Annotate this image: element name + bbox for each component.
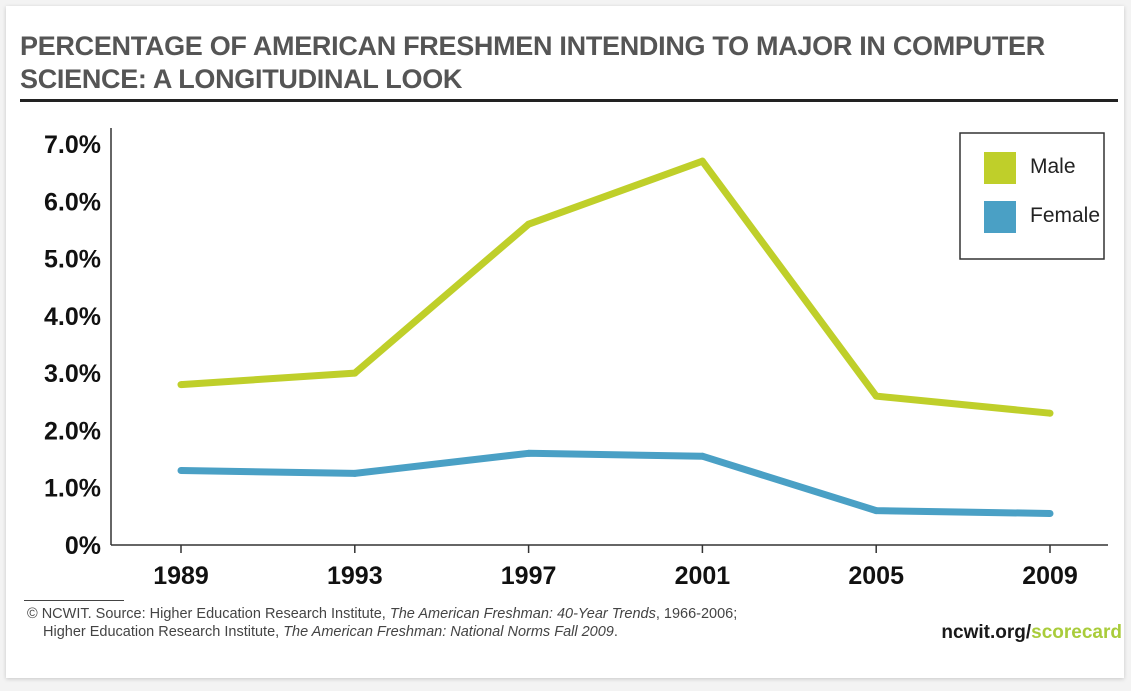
legend-swatch-male <box>984 152 1016 184</box>
line-chart: 0%1.0%2.0%3.0%4.0%5.0%6.0%7.0% 1989 1993 1… <box>44 128 1108 590</box>
source-line2-prefix: Higher Education Research Institute, <box>43 624 284 640</box>
data-point-male <box>1046 409 1054 417</box>
brand-main: ncwit.org/ <box>941 622 1032 643</box>
data-point-female <box>351 469 359 477</box>
x-tick-label: 1993 <box>327 562 383 590</box>
data-point-female <box>872 507 880 515</box>
source-line-2: Higher Education Research Institute, The… <box>27 623 737 641</box>
x-tick-label: 1989 <box>153 562 209 590</box>
title-divider <box>20 99 1118 102</box>
data-point-male <box>525 220 533 228</box>
legend-label-female: Female <box>1030 204 1100 227</box>
data-point-female <box>698 452 706 460</box>
source-line-1: © NCWIT. Source: Higher Education Resear… <box>27 605 737 623</box>
y-tick-label: 1.0% <box>44 475 101 503</box>
legend: Male Female <box>959 132 1105 260</box>
source-title-2: The American Freshman: National Norms Fa… <box>283 624 614 640</box>
source-suffix-1: , 1966-2006; <box>655 606 738 622</box>
series-lines <box>177 157 1054 517</box>
y-tick-label: 4.0% <box>44 303 101 331</box>
y-tick-label: 5.0% <box>44 246 101 274</box>
chart-title: PERCENTAGE OF AMERICAN FRESHMEN INTENDIN… <box>20 31 1045 94</box>
data-point-female <box>525 449 533 457</box>
data-point-male <box>872 392 880 400</box>
source-note: © NCWIT. Source: Higher Education Resear… <box>27 605 737 641</box>
data-point-male <box>351 369 359 377</box>
data-point-female <box>177 467 185 475</box>
source-title-1: The American Freshman: 40-Year Trends <box>389 606 656 622</box>
source-prefix: © NCWIT. Source: Higher Education Resear… <box>27 606 390 622</box>
x-tick-label: 2001 <box>675 562 731 590</box>
footer-divider <box>24 600 124 601</box>
series-line-female <box>180 449 1051 517</box>
chart-card <box>6 6 1124 678</box>
x-tick-label: 1997 <box>501 562 557 590</box>
y-tick-label: 7.0% <box>44 131 101 159</box>
data-point-male <box>698 157 706 165</box>
brand-link[interactable]: ncwit.org/scorecard <box>941 622 1122 644</box>
source-suffix-2: . <box>613 624 618 640</box>
legend-swatch-female <box>984 201 1016 233</box>
data-point-male <box>177 381 185 389</box>
series-line-male <box>180 157 1051 417</box>
y-tick-label: 0% <box>65 532 101 560</box>
y-tick-label: 6.0% <box>44 188 101 216</box>
brand-accent: scorecard <box>1031 622 1122 643</box>
y-tick-label: 3.0% <box>44 360 101 388</box>
x-tick-label: 2005 <box>848 562 904 590</box>
x-tick-label: 2009 <box>1022 562 1078 590</box>
y-axis: 0% 1.0% 2.0% 3.0% 4.0% 5.0% 6.0% 7.0% <box>44 128 112 560</box>
x-axis: 1989 1993 1997 2001 2005 2009 <box>111 544 1108 590</box>
data-point-female <box>1046 509 1054 517</box>
y-tick-label: 2.0% <box>44 417 101 445</box>
legend-box <box>959 132 1105 260</box>
legend-label-male: Male <box>1030 155 1076 178</box>
